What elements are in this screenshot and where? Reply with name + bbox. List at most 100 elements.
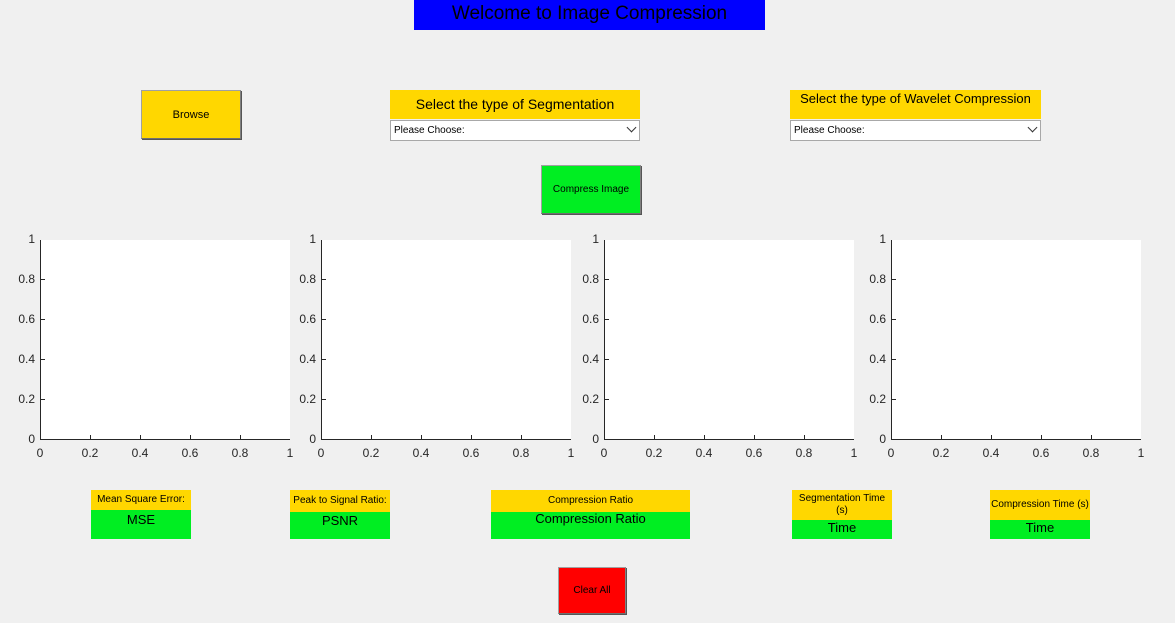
y-tick-label: 0.6 [299,312,316,326]
y-tick-mark [892,359,896,360]
y-tick-label: 0.8 [869,272,886,286]
compression-time-label: Compression Time (s) [990,490,1090,520]
y-tick-mark [892,399,896,400]
x-tick-mark [471,435,472,439]
y-tick-mark [605,399,609,400]
x-tick-mark [991,435,992,439]
y-tick-label: 0.6 [869,312,886,326]
x-tick-mark [941,435,942,439]
x-tick-mark [371,435,372,439]
x-tick-label: 0.6 [745,446,763,460]
psnr-value: PSNR [290,512,390,539]
y-tick-label: 0.2 [869,392,886,406]
y-tick-label: 0.2 [18,392,35,406]
y-tick-mark [322,359,326,360]
y-tick-label: 0.8 [18,272,35,286]
y-tick-label: 0 [28,432,35,446]
x-tick-label: 0.2 [81,446,99,460]
chevron-down-icon [1027,122,1038,133]
x-tick-label: 0.4 [695,446,713,460]
x-tick-label: 1 [567,446,575,460]
y-tick-mark [605,279,609,280]
y-tick-mark [605,319,609,320]
x-tick-mark [140,435,141,439]
y-tick-mark [892,279,896,280]
x-tick-mark [804,435,805,439]
compression-time-value: Time [990,520,1090,539]
y-tick-label: 0.4 [582,352,599,366]
y-tick-mark [41,399,45,400]
x-tick-mark [90,435,91,439]
x-tick-label: 0.2 [645,446,663,460]
x-tick-label: 0.8 [231,446,249,460]
y-tick-mark [892,319,896,320]
x-tick-mark [521,435,522,439]
mse-value: MSE [91,510,191,539]
y-tick-label: 0.2 [582,392,599,406]
page-title: Welcome to Image Compression [414,0,765,30]
y-tick-mark [322,319,326,320]
x-tick-label: 0.6 [462,446,480,460]
x-tick-label: 0.4 [131,446,149,460]
y-tick-label: 0.8 [299,272,316,286]
segmented-image-axes [321,240,571,440]
y-tick-label: 0.6 [582,312,599,326]
compress-image-button[interactable]: Compress Image [541,165,641,214]
x-tick-label: 0.2 [362,446,380,460]
y-tick-mark [605,359,609,360]
segmentation-time-label: Segmentation Time (s) [792,490,892,520]
y-tick-label: 1 [28,232,35,246]
segmentation-dropdown-value: Please Choose: [394,125,465,136]
x-tick-label: 0.8 [512,446,530,460]
y-tick-mark [41,279,45,280]
y-tick-label: 0 [879,432,886,446]
y-tick-label: 0.8 [582,272,599,286]
mse-label: Mean Square Error: [91,490,191,510]
x-tick-mark [654,435,655,439]
x-tick-mark [754,435,755,439]
x-tick-label: 1 [1137,446,1145,460]
wavelet-dropdown-value: Please Choose: [794,125,865,136]
y-tick-label: 0.6 [18,312,35,326]
segmentation-dropdown[interactable]: Please Choose: [390,120,640,141]
wavelet-dropdown[interactable]: Please Choose: [790,120,1041,141]
y-tick-mark [322,279,326,280]
x-tick-label: 0.4 [982,446,1000,460]
x-tick-label: 0 [36,446,44,460]
x-tick-label: 0 [317,446,325,460]
x-tick-label: 0.8 [1082,446,1100,460]
y-tick-label: 1 [592,232,599,246]
segmentation-time-value: Time [792,520,892,539]
y-tick-mark [41,319,45,320]
x-tick-label: 0.6 [1032,446,1050,460]
compressed-image-axes [604,240,854,440]
y-tick-label: 0 [592,432,599,446]
y-tick-label: 0 [309,432,316,446]
clear-all-button[interactable]: Clear All [558,567,626,614]
compression-ratio-label: Compression Ratio [491,490,690,512]
x-tick-label: 0.4 [412,446,430,460]
x-tick-mark [1041,435,1042,439]
y-tick-label: 0.4 [18,352,35,366]
compression-ratio-value: Compression Ratio [491,512,690,539]
x-tick-mark [240,435,241,439]
x-tick-label: 0 [600,446,608,460]
x-tick-label: 1 [286,446,294,460]
x-tick-mark [190,435,191,439]
y-tick-label: 1 [879,232,886,246]
x-tick-label: 1 [850,446,858,460]
psnr-label: Peak to Signal Ratio: [290,490,390,512]
x-tick-label: 0.2 [932,446,950,460]
y-tick-mark [41,359,45,360]
y-tick-label: 0.4 [869,352,886,366]
y-tick-mark [322,399,326,400]
x-tick-mark [421,435,422,439]
chevron-down-icon [626,122,637,133]
browse-button[interactable]: Browse [141,90,241,139]
reconstructed-image-axes [891,240,1141,440]
original-image-axes [40,240,290,440]
y-tick-label: 1 [309,232,316,246]
y-tick-label: 0.2 [299,392,316,406]
segmentation-label: Select the type of Segmentation [390,90,640,119]
x-tick-mark [1091,435,1092,439]
